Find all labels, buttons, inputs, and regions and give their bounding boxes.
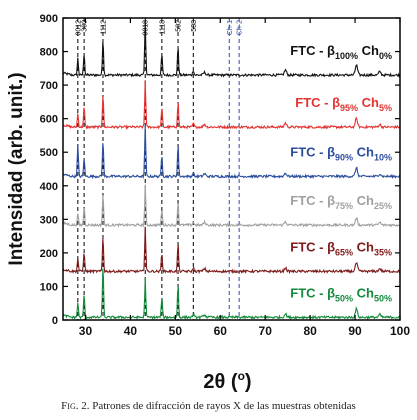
y-tick-label-8: 800 <box>40 47 58 59</box>
y-tick-label-2: 200 <box>40 248 58 260</box>
series-line-5 <box>62 268 401 321</box>
series-line-1 <box>62 80 401 131</box>
y-tick-label-9: 900 <box>40 13 58 25</box>
x-tick-label-7: 100 <box>390 324 410 338</box>
series-label-2: FTC - β90% Ch10% <box>290 144 392 162</box>
y-tick-label-1: 100 <box>40 281 58 293</box>
x-axis-title: 2θ (o) <box>203 369 251 393</box>
series-line-0 <box>62 20 401 78</box>
series-label-1: FTC - β95% Ch5% <box>295 95 392 113</box>
caption-text: Patrones de difracción de rayos X de las… <box>89 400 356 412</box>
y-tick-label-5: 500 <box>40 147 58 159</box>
x-tick-label-6: 90 <box>348 324 362 338</box>
reference-label-8: Ch-2 <box>237 20 244 35</box>
xrd-chart: 30 40 50 60 70 80 90 100 0 100 200 300 400 500 600 700 8… <box>6 13 410 393</box>
reference-label-5: 502 <box>176 20 183 32</box>
series-line-3 <box>62 184 401 228</box>
reference-label-4: 1118 <box>159 20 166 35</box>
y-tick-label-6: 600 <box>40 114 58 126</box>
figure-caption: Fig. 2. Patrones de difracción de rayos … <box>0 400 417 412</box>
reference-label-6: 508 <box>191 20 198 32</box>
series-label-4: FTC - β65% Ch35% <box>290 239 392 257</box>
x-tick-label-0: 30 <box>79 324 93 338</box>
caption-label: Fig. 2. <box>61 400 90 412</box>
x-tick-label-3: 60 <box>214 324 228 338</box>
y-tick-label-0: 0 <box>52 315 58 327</box>
x-tick-label-4: 70 <box>259 324 273 338</box>
y-tick-label-7: 700 <box>40 80 58 92</box>
reference-label-0: 0012 <box>75 20 82 36</box>
reference-label-1: 300 <box>82 20 89 32</box>
plot-frame <box>62 17 401 321</box>
reference-label-3: 0018 <box>143 20 150 36</box>
series-label-5: FTC - β50% Ch50% <box>290 285 392 303</box>
x-tick-label-1: 40 <box>124 324 138 338</box>
y-tick-label-4: 400 <box>40 181 58 193</box>
series-line-2 <box>62 125 401 180</box>
reference-label-2: 1112 <box>100 20 107 35</box>
series-line-4 <box>62 226 401 275</box>
series-label-0: FTC - β100% Ch0% <box>290 43 392 61</box>
reference-label-7: Ch-1 <box>227 20 234 35</box>
x-tick-label-2: 50 <box>169 324 183 338</box>
y-axis-title: Intensidad (arb. unit.) <box>6 72 27 265</box>
y-tick-label-3: 300 <box>40 214 58 226</box>
x-tick-label-5: 80 <box>303 324 317 338</box>
series-label-3: FTC - β75% Ch25% <box>290 193 392 211</box>
